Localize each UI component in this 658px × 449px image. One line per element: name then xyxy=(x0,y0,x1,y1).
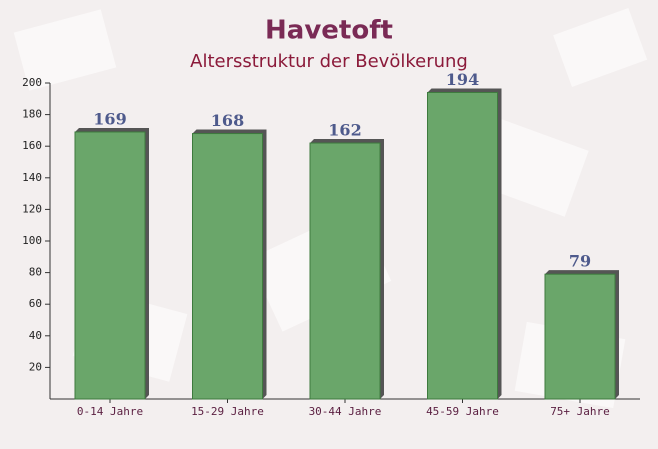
x-tick-label: 45-59 Jahre xyxy=(426,405,499,418)
value-label: 162 xyxy=(328,121,361,140)
bar xyxy=(309,142,381,400)
chart-subtitle: Altersstruktur der Bevölkerung xyxy=(190,51,468,72)
y-tick-label: 20 xyxy=(29,360,42,373)
x-tick-label: 15-29 Jahre xyxy=(191,405,264,418)
chart-title: Havetoft xyxy=(265,16,393,46)
value-label: 168 xyxy=(211,111,244,130)
x-tick-label: 75+ Jahre xyxy=(550,405,610,418)
y-tick-label: 200 xyxy=(22,76,42,89)
y-tick-label: 60 xyxy=(29,297,42,310)
value-label: 79 xyxy=(569,252,591,271)
value-label: 169 xyxy=(93,109,126,128)
y-tick-label: 140 xyxy=(22,171,42,184)
bar xyxy=(192,133,263,400)
y-tick-label: 80 xyxy=(29,266,42,279)
y-tick-label: 100 xyxy=(22,234,42,247)
bar xyxy=(427,91,498,400)
y-tick-label: 120 xyxy=(22,202,42,215)
bar xyxy=(74,131,146,400)
y-tick-label: 160 xyxy=(22,139,42,152)
value-label: 194 xyxy=(446,70,479,89)
x-tick-label: 30-44 Jahre xyxy=(309,405,382,418)
x-tick-label: 0-14 Jahre xyxy=(77,405,143,418)
y-tick-label: 180 xyxy=(22,108,42,121)
y-tick-label: 40 xyxy=(29,329,42,342)
bar xyxy=(544,273,616,400)
